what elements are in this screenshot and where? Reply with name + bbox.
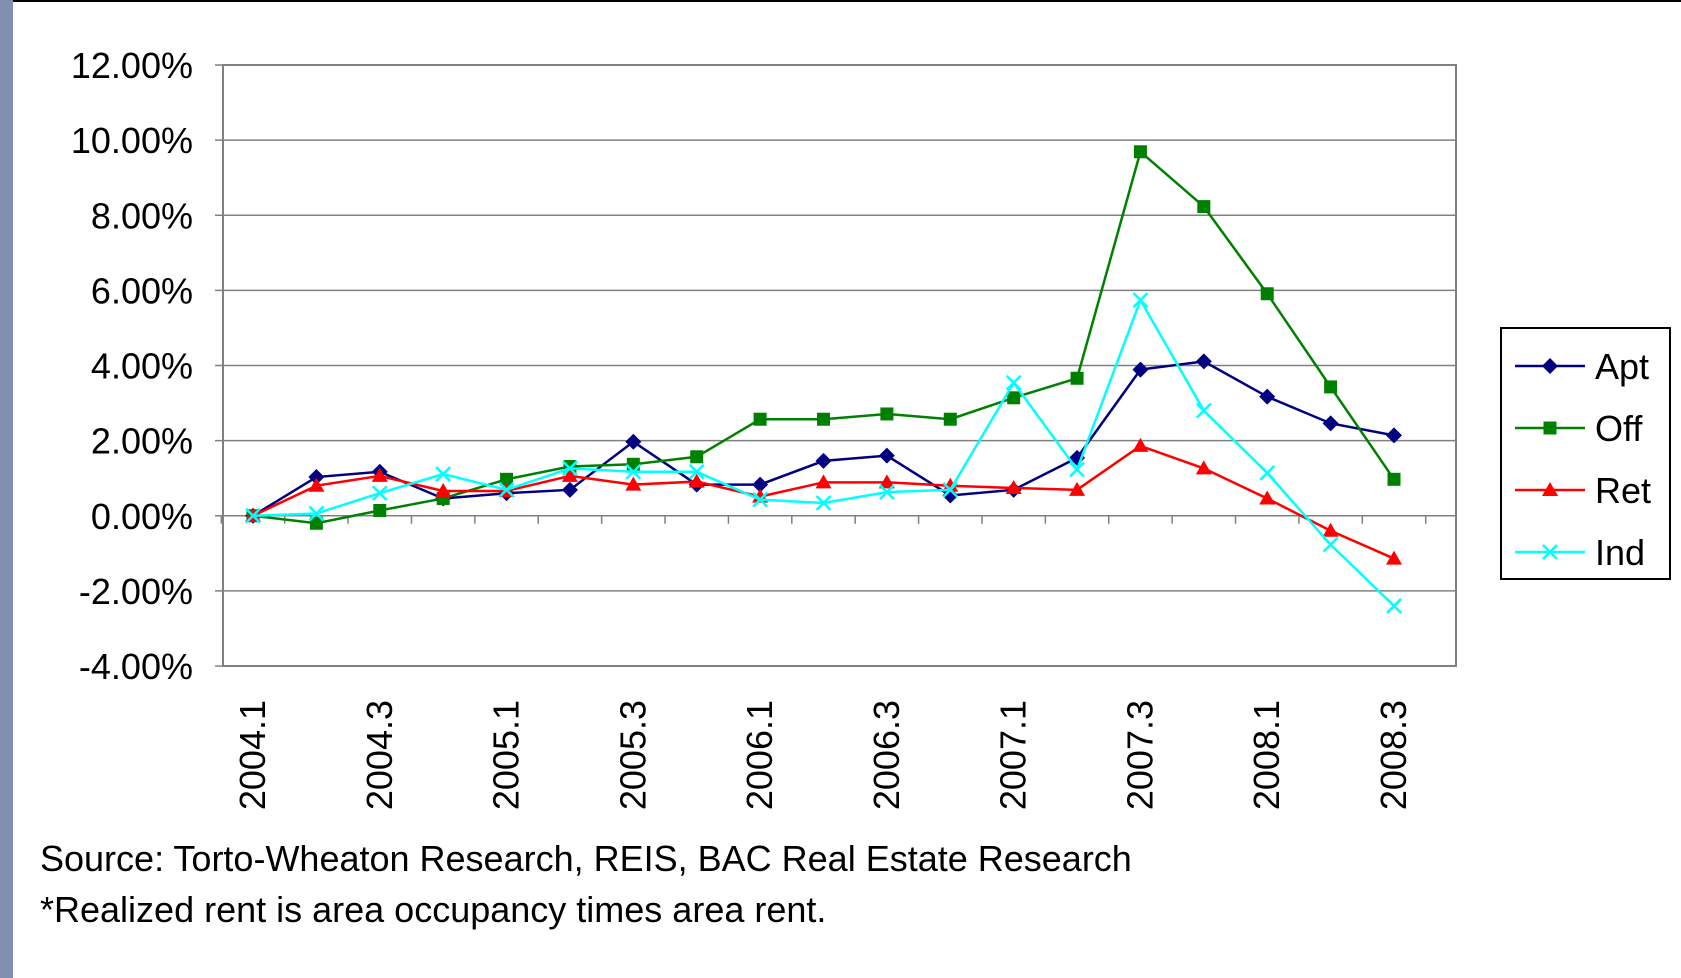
marker bbox=[1386, 550, 1402, 565]
marker bbox=[1197, 200, 1211, 214]
marker bbox=[1069, 481, 1086, 496]
x-tick-label: 2008.3 bbox=[1373, 700, 1414, 810]
marker bbox=[753, 412, 767, 426]
y-tick-label: 2.00% bbox=[91, 421, 193, 462]
marker bbox=[309, 516, 323, 530]
marker bbox=[1132, 292, 1149, 309]
y-tick-label: 8.00% bbox=[91, 195, 193, 236]
marker bbox=[625, 476, 642, 491]
marker bbox=[308, 505, 325, 522]
marker bbox=[880, 407, 894, 421]
marker bbox=[435, 482, 452, 497]
legend-label: Ind bbox=[1595, 532, 1645, 573]
y-tick-label: -2.00% bbox=[79, 571, 193, 612]
marker bbox=[688, 473, 705, 488]
marker bbox=[1132, 361, 1149, 378]
x-tick-label: 2007.1 bbox=[993, 700, 1034, 810]
x-tick-label: 2006.3 bbox=[866, 700, 907, 810]
marker bbox=[943, 412, 957, 426]
marker bbox=[1069, 461, 1085, 478]
marker bbox=[1322, 522, 1339, 537]
marker bbox=[1195, 402, 1212, 419]
legend-label: Ret bbox=[1595, 470, 1651, 511]
marker bbox=[562, 460, 578, 477]
marker bbox=[817, 412, 830, 426]
marker bbox=[815, 452, 832, 469]
marker bbox=[879, 484, 895, 500]
x-tick-label: 2007.3 bbox=[1119, 700, 1160, 810]
series-line bbox=[252, 360, 1395, 517]
marker bbox=[1386, 598, 1402, 614]
marker bbox=[878, 474, 895, 489]
footnote: *Realized rent is area occupancy times a… bbox=[40, 889, 826, 930]
x-tick-label: 2008.1 bbox=[1246, 700, 1287, 810]
marker bbox=[561, 467, 578, 482]
marker bbox=[942, 481, 959, 498]
marker bbox=[500, 472, 514, 486]
marker bbox=[245, 507, 261, 524]
y-tick-label: 4.00% bbox=[91, 346, 193, 387]
legend-label: Apt bbox=[1595, 346, 1649, 387]
x-tick-label: 2005.3 bbox=[612, 700, 653, 810]
marker bbox=[1195, 460, 1212, 475]
marker bbox=[561, 481, 578, 498]
marker bbox=[498, 481, 515, 498]
marker bbox=[1132, 437, 1149, 452]
marker bbox=[1386, 427, 1402, 444]
marker bbox=[1007, 391, 1021, 405]
marker bbox=[1543, 421, 1557, 435]
y-tick-label: 6.00% bbox=[91, 270, 193, 311]
marker bbox=[1542, 544, 1558, 560]
y-tick-label: 10.00% bbox=[71, 120, 193, 161]
marker bbox=[690, 450, 704, 464]
marker bbox=[371, 485, 388, 502]
marker bbox=[1259, 490, 1276, 505]
marker bbox=[752, 491, 768, 508]
marker bbox=[1070, 371, 1084, 385]
marker bbox=[373, 503, 387, 517]
marker bbox=[1260, 287, 1274, 301]
marker bbox=[688, 463, 705, 480]
legend-label: Off bbox=[1595, 408, 1643, 449]
marker bbox=[625, 433, 642, 450]
marker bbox=[1542, 482, 1558, 496]
marker bbox=[752, 476, 769, 493]
marker bbox=[1322, 415, 1339, 432]
marker bbox=[1005, 479, 1022, 494]
marker bbox=[1005, 374, 1022, 391]
marker bbox=[1322, 536, 1339, 553]
y-tick-label: 12.00% bbox=[71, 45, 193, 86]
marker bbox=[308, 477, 325, 492]
left-border bbox=[0, 0, 13, 978]
source-note: Source: Torto-Wheaton Research, REIS, BA… bbox=[40, 838, 1132, 879]
marker bbox=[815, 474, 832, 489]
marker bbox=[625, 463, 642, 480]
marker bbox=[1324, 380, 1338, 394]
marker bbox=[942, 477, 959, 492]
marker bbox=[1195, 353, 1212, 370]
legend bbox=[1500, 327, 1671, 580]
marker bbox=[308, 469, 325, 486]
x-tick-label: 2004.1 bbox=[232, 700, 273, 810]
marker bbox=[371, 467, 388, 482]
marker bbox=[815, 495, 832, 511]
y-tick-label: 0.00% bbox=[91, 496, 193, 537]
marker bbox=[1133, 145, 1147, 159]
marker bbox=[435, 466, 452, 482]
marker bbox=[1259, 388, 1276, 405]
x-tick-label: 2005.1 bbox=[486, 700, 527, 810]
x-tick-label: 2004.3 bbox=[359, 700, 400, 810]
marker bbox=[1542, 358, 1558, 374]
marker bbox=[1259, 465, 1276, 481]
marker bbox=[878, 447, 895, 464]
y-tick-label: -4.00% bbox=[79, 646, 193, 687]
x-tick-label: 2006.1 bbox=[739, 700, 780, 810]
marker bbox=[1387, 472, 1401, 486]
